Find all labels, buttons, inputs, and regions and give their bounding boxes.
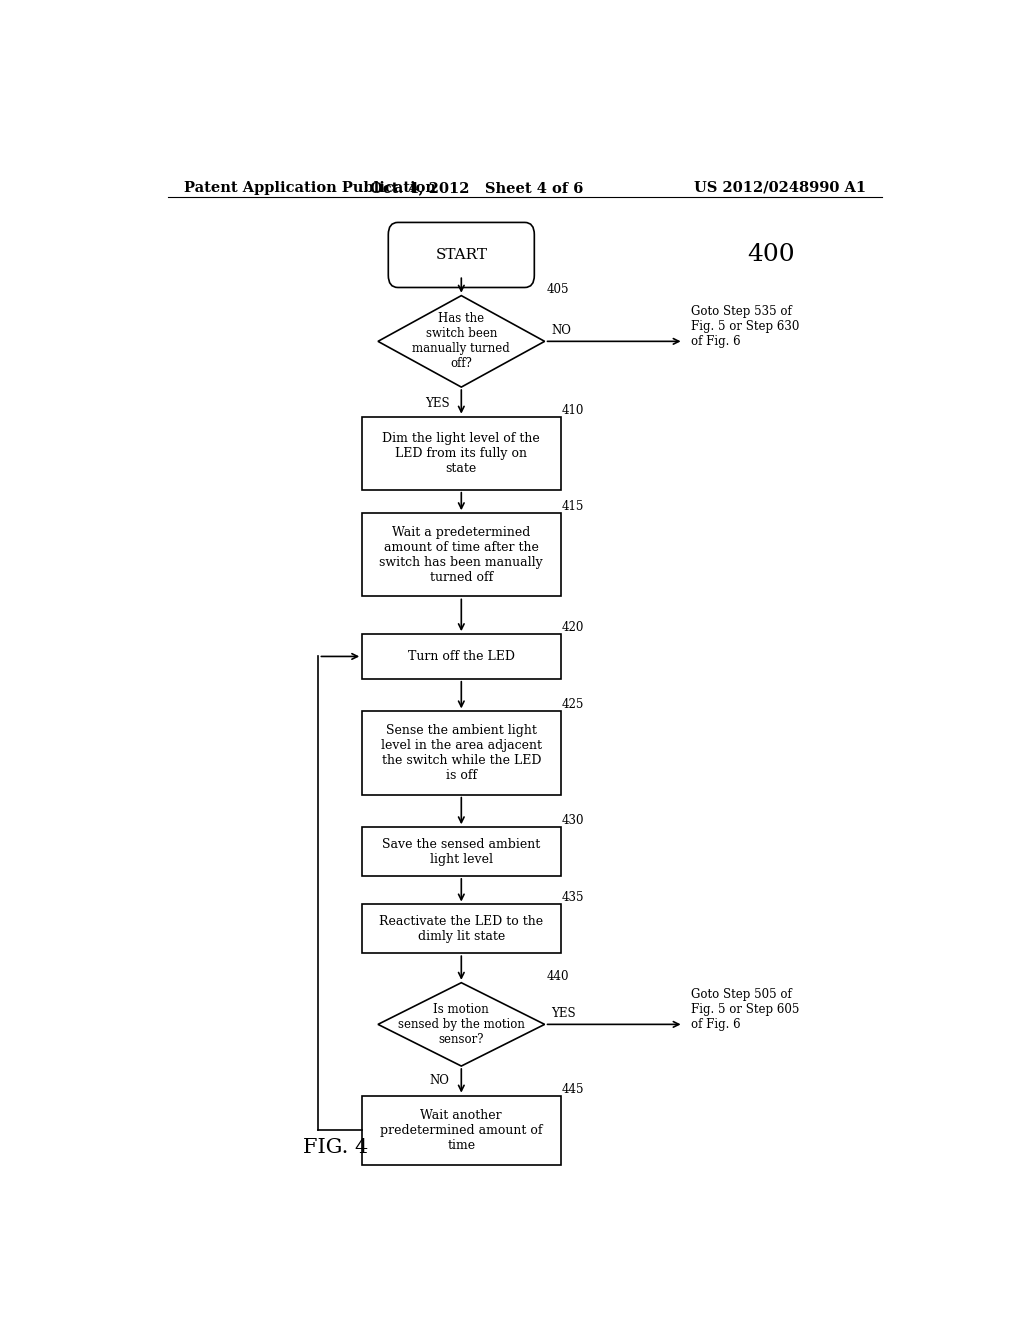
Text: Goto Step 505 of
Fig. 5 or Step 605
of Fig. 6: Goto Step 505 of Fig. 5 or Step 605 of F… xyxy=(691,987,800,1031)
Bar xyxy=(362,513,560,597)
Text: YES: YES xyxy=(425,397,450,411)
Text: NO: NO xyxy=(551,325,570,338)
Polygon shape xyxy=(378,296,545,387)
Bar xyxy=(362,634,560,678)
Text: Wait another
predetermined amount of
time: Wait another predetermined amount of tim… xyxy=(380,1109,543,1151)
Text: START: START xyxy=(435,248,487,261)
Text: YES: YES xyxy=(551,1007,575,1020)
Text: NO: NO xyxy=(429,1074,450,1088)
Text: 400: 400 xyxy=(748,243,795,267)
Bar xyxy=(362,1096,560,1164)
Text: FIG. 4: FIG. 4 xyxy=(303,1138,368,1156)
Text: 415: 415 xyxy=(562,500,585,513)
Text: Oct. 4, 2012   Sheet 4 of 6: Oct. 4, 2012 Sheet 4 of 6 xyxy=(371,181,584,195)
Text: Has the
switch been
manually turned
off?: Has the switch been manually turned off? xyxy=(413,313,510,371)
Text: 440: 440 xyxy=(546,970,568,982)
Text: 405: 405 xyxy=(546,282,568,296)
FancyBboxPatch shape xyxy=(388,223,535,288)
Text: Reactivate the LED to the
dimly lit state: Reactivate the LED to the dimly lit stat… xyxy=(379,915,544,942)
Polygon shape xyxy=(378,982,545,1067)
Text: Dim the light level of the
LED from its fully on
state: Dim the light level of the LED from its … xyxy=(382,432,541,475)
Text: 425: 425 xyxy=(562,698,585,711)
Text: Goto Step 535 of
Fig. 5 or Step 630
of Fig. 6: Goto Step 535 of Fig. 5 or Step 630 of F… xyxy=(691,305,800,347)
Bar xyxy=(362,711,560,795)
Text: Patent Application Publication: Patent Application Publication xyxy=(183,181,435,195)
Text: Is motion
sensed by the motion
sensor?: Is motion sensed by the motion sensor? xyxy=(398,1003,524,1045)
Text: 445: 445 xyxy=(562,1082,585,1096)
Text: Save the sensed ambient
light level: Save the sensed ambient light level xyxy=(382,838,541,866)
Text: 420: 420 xyxy=(562,622,585,634)
Text: Sense the ambient light
level in the area adjacent
the switch while the LED
is o: Sense the ambient light level in the are… xyxy=(381,723,542,781)
Bar xyxy=(362,828,560,876)
Bar xyxy=(362,904,560,953)
Text: 435: 435 xyxy=(562,891,585,904)
Bar xyxy=(362,417,560,490)
Text: US 2012/0248990 A1: US 2012/0248990 A1 xyxy=(694,181,866,195)
Text: 430: 430 xyxy=(562,814,585,828)
Text: Turn off the LED: Turn off the LED xyxy=(408,649,515,663)
Text: Wait a predetermined
amount of time after the
switch has been manually
turned of: Wait a predetermined amount of time afte… xyxy=(380,525,543,583)
Text: 410: 410 xyxy=(562,404,585,417)
